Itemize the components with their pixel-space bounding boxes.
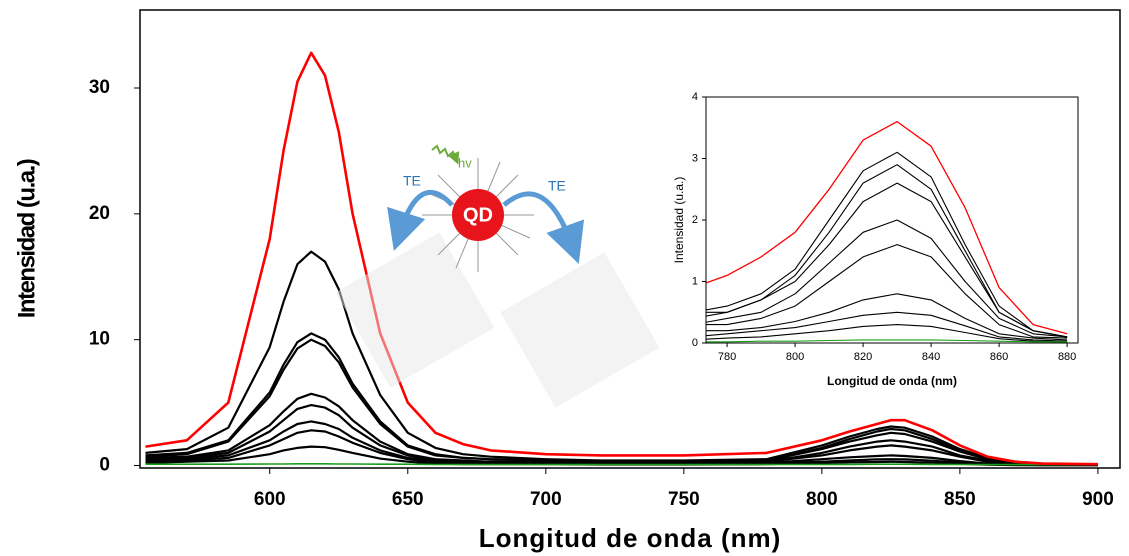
x-tick-label: 850 bbox=[944, 489, 976, 510]
y-tick-label: 20 bbox=[89, 203, 110, 224]
x-tick-label: 600 bbox=[254, 489, 286, 510]
y-axis-title: Intensidad (u.a.) bbox=[672, 177, 686, 264]
series-line bbox=[706, 120, 1068, 335]
series-line bbox=[145, 463, 1098, 466]
x-axis-title: Longitud de onda (nm) bbox=[479, 523, 782, 553]
x-tick-label: 700 bbox=[530, 489, 562, 510]
x-tick-label: 780 bbox=[718, 351, 736, 363]
y-axis-title: Intensidad (u.a.) bbox=[13, 159, 40, 318]
y-tick-label: 3 bbox=[692, 152, 698, 164]
x-tick-label: 800 bbox=[806, 489, 838, 510]
y-tick-label: 30 bbox=[89, 77, 110, 98]
qd-label: QD bbox=[463, 204, 493, 226]
x-tick-label: 900 bbox=[1082, 489, 1114, 510]
x-tick-label: 820 bbox=[854, 351, 872, 363]
x-tick-label: 650 bbox=[392, 489, 424, 510]
y-tick-label: 10 bbox=[89, 329, 110, 350]
series-line bbox=[706, 311, 1068, 342]
x-tick-label: 840 bbox=[922, 351, 940, 363]
plot-frame bbox=[139, 9, 1121, 469]
te-label: TE bbox=[403, 173, 421, 189]
x-tick-label: 750 bbox=[668, 489, 700, 510]
photon bbox=[431, 144, 460, 165]
plot-area bbox=[706, 120, 1068, 343]
x-axis-title: Longitud de onda (nm) bbox=[827, 374, 957, 388]
hv-label: hv bbox=[458, 155, 472, 170]
molecule bbox=[335, 232, 660, 408]
inset-bg bbox=[706, 97, 1078, 343]
series-line bbox=[706, 219, 1068, 338]
series-line bbox=[706, 151, 1068, 338]
x-tick-label: 800 bbox=[786, 351, 804, 363]
series-line bbox=[145, 250, 1098, 466]
series-line bbox=[145, 338, 1098, 466]
y-tick-label: 1 bbox=[692, 275, 698, 287]
series-line bbox=[706, 324, 1068, 343]
plot-area bbox=[145, 51, 1098, 467]
series-line bbox=[706, 182, 1068, 338]
arrow bbox=[502, 191, 585, 264]
illustration: QD hv TE TE bbox=[335, 144, 660, 408]
series-line bbox=[145, 51, 1098, 466]
y-tick-label: 4 bbox=[692, 91, 698, 103]
series-line bbox=[706, 244, 1068, 339]
y-tick-label: 0 bbox=[99, 454, 110, 475]
quantum-dot bbox=[452, 189, 504, 241]
te-label: TE bbox=[548, 178, 566, 194]
x-tick-label: 880 bbox=[1058, 351, 1076, 363]
series-line bbox=[706, 293, 1068, 341]
y-tick-label: 2 bbox=[692, 214, 698, 226]
arrow bbox=[387, 190, 454, 252]
y-tick-label: 0 bbox=[692, 337, 698, 349]
x-tick-label: 860 bbox=[990, 351, 1008, 363]
series-line bbox=[706, 339, 1068, 343]
